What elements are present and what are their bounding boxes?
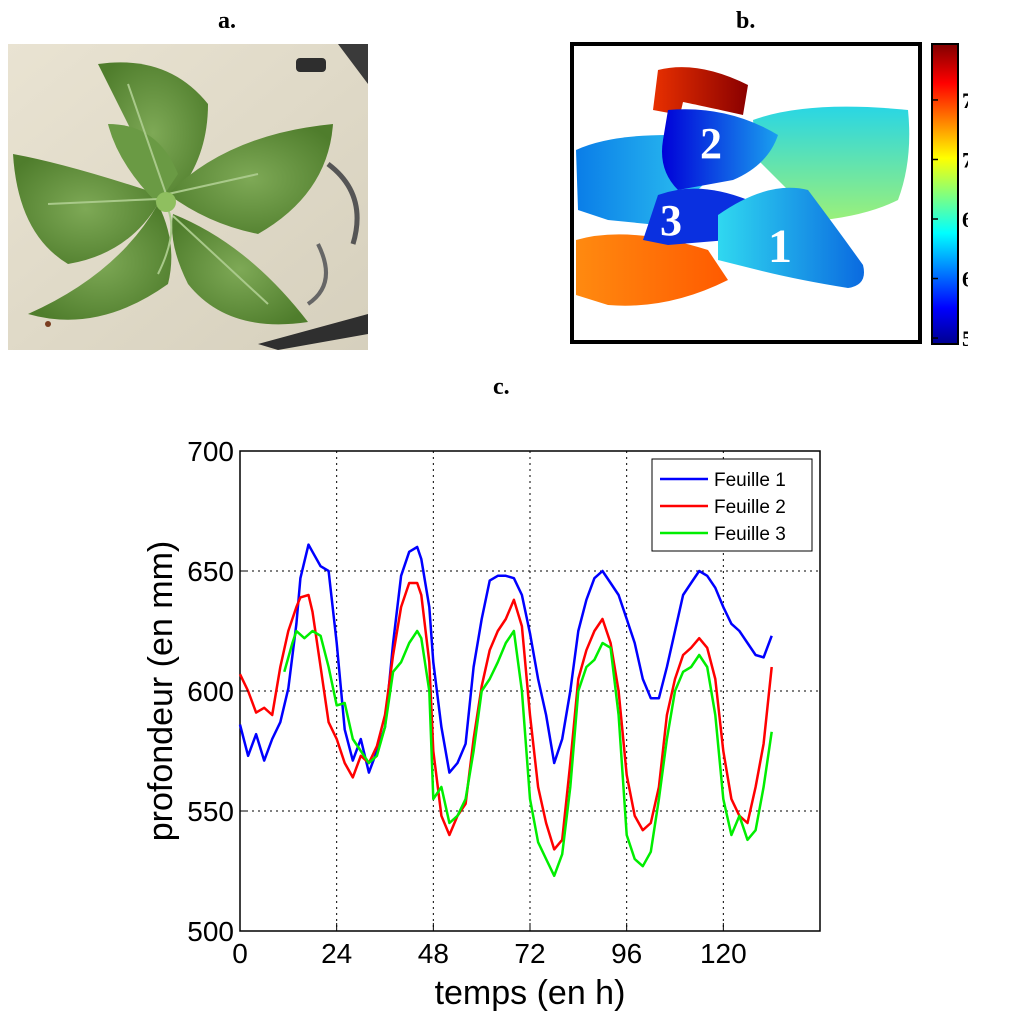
legend-entry-3: Feuille 3 [714,524,786,545]
colorbar-tick-label: 550 [962,326,968,350]
y-tick-label: 550 [187,796,234,827]
leaf-number-2: 2 [700,119,722,168]
y-tick-label: 600 [187,676,234,707]
y-tick-label: 500 [187,916,234,947]
leaf-number-1: 1 [768,220,792,273]
colorbar-tick-label: 600 [962,267,968,292]
panel-label-b: b. [736,8,756,34]
x-tick-label: 72 [514,938,545,969]
plant-photo [8,44,368,350]
series-lines [238,543,773,878]
depth-map: 2 3 1 550 600 650 700 750 [570,42,968,350]
y-axis-label: profondeur (en mm) [142,541,180,841]
axis-ticks: 0 24 48 72 96 120 500 550 600 650 700 [187,436,746,969]
leaf-number-3: 3 [660,196,682,245]
legend-entry-1: Feuille 1 [714,470,786,491]
x-tick-label: 96 [611,938,642,969]
x-tick-label: 48 [418,938,449,969]
x-tick-label: 120 [700,938,747,969]
legend-entry-2: Feuille 2 [714,497,786,518]
x-tick-label: 0 [232,938,248,969]
top-leaf-region [653,67,748,115]
colorbar-tick-label: 650 [962,207,968,232]
series-line-1 [238,543,773,774]
leaf-1-region [718,187,864,288]
colorbar-ticks: 550 600 650 700 750 [932,88,968,350]
colorbar-tick-label: 750 [962,88,968,113]
y-tick-label: 650 [187,556,234,587]
legend: Feuille 1 Feuille 2 Feuille 3 [651,458,813,552]
panel-label-a: a. [218,8,236,34]
x-axis-label: temps (en h) [435,974,626,1012]
series-line-2 [238,581,773,851]
colorbar [931,43,959,345]
panel-label-c: c. [493,374,510,400]
bottom-leaf-region [576,234,728,306]
leaves [13,62,333,325]
y-tick-label: 700 [187,436,234,467]
series-line-3 [283,629,773,878]
colorbar-tick-label: 700 [962,147,968,172]
x-tick-label: 24 [321,938,352,969]
leaf-2-region [662,109,778,190]
